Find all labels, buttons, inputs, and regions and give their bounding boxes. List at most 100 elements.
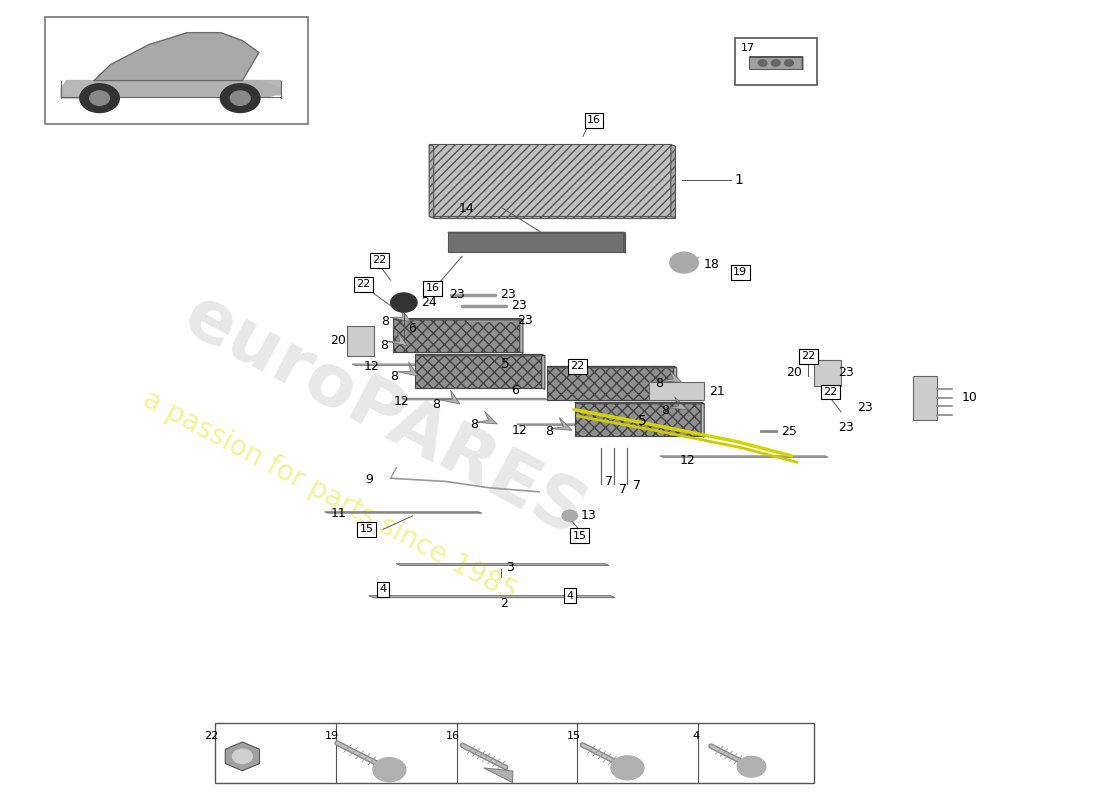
Text: 19: 19 (733, 267, 747, 278)
Polygon shape (429, 216, 675, 218)
Text: 12: 12 (363, 360, 379, 373)
FancyBboxPatch shape (214, 723, 814, 783)
Text: 7: 7 (634, 479, 641, 492)
Circle shape (390, 293, 417, 312)
Text: 6: 6 (408, 322, 416, 334)
Text: euroPARES: euroPARES (173, 281, 598, 551)
Text: 8: 8 (390, 370, 398, 382)
Circle shape (373, 758, 406, 782)
Polygon shape (389, 308, 410, 322)
Polygon shape (666, 397, 688, 410)
Polygon shape (95, 33, 258, 81)
Text: 23: 23 (500, 288, 516, 301)
Text: 11: 11 (330, 507, 346, 520)
Text: 20: 20 (786, 366, 802, 379)
Text: 7: 7 (619, 483, 627, 496)
Circle shape (220, 84, 260, 113)
Text: 6: 6 (512, 384, 519, 397)
Text: 12: 12 (680, 454, 695, 467)
Text: 22: 22 (204, 731, 218, 742)
Circle shape (80, 84, 119, 113)
Text: 2: 2 (500, 597, 508, 610)
Polygon shape (439, 390, 460, 404)
Text: 4: 4 (379, 584, 386, 594)
Text: 23: 23 (449, 288, 464, 301)
FancyBboxPatch shape (913, 376, 937, 420)
Circle shape (90, 91, 110, 106)
FancyBboxPatch shape (735, 38, 817, 85)
Text: 8: 8 (381, 339, 388, 352)
Text: 22: 22 (823, 387, 837, 397)
Text: 12: 12 (512, 424, 527, 437)
Polygon shape (397, 362, 418, 376)
Text: 8: 8 (382, 315, 389, 328)
Polygon shape (484, 768, 513, 782)
Polygon shape (226, 742, 260, 770)
Text: 12: 12 (394, 395, 409, 408)
Text: 21: 21 (710, 385, 725, 398)
Text: 25: 25 (781, 425, 796, 438)
Text: 5: 5 (500, 357, 509, 371)
Polygon shape (550, 418, 572, 430)
Text: 19: 19 (324, 731, 339, 742)
Text: 14: 14 (459, 202, 474, 215)
Text: 5: 5 (638, 414, 647, 428)
Polygon shape (673, 366, 676, 402)
Polygon shape (394, 318, 520, 352)
Text: 15: 15 (573, 530, 586, 541)
Text: 23: 23 (858, 402, 873, 414)
Polygon shape (394, 318, 522, 320)
Text: 8: 8 (656, 377, 663, 390)
Text: 23: 23 (838, 366, 854, 378)
Polygon shape (429, 145, 671, 216)
Polygon shape (520, 318, 522, 354)
Polygon shape (624, 232, 626, 253)
Text: 15: 15 (566, 731, 581, 742)
Text: 16: 16 (426, 283, 439, 293)
Polygon shape (62, 81, 280, 98)
Polygon shape (324, 512, 482, 513)
Text: 23: 23 (838, 422, 854, 434)
Polygon shape (660, 456, 828, 458)
Polygon shape (416, 354, 544, 356)
Circle shape (737, 756, 766, 777)
FancyBboxPatch shape (649, 382, 704, 400)
Polygon shape (386, 331, 407, 346)
Text: 18: 18 (704, 258, 719, 270)
Text: 8: 8 (661, 404, 669, 417)
Text: 16: 16 (446, 731, 460, 742)
Polygon shape (749, 57, 802, 70)
Polygon shape (416, 354, 542, 388)
Polygon shape (660, 370, 682, 382)
FancyBboxPatch shape (346, 326, 374, 356)
Text: 22: 22 (570, 362, 584, 371)
Text: 4: 4 (566, 590, 573, 601)
Text: 15: 15 (360, 524, 374, 534)
Text: 22: 22 (801, 351, 815, 361)
Text: 16: 16 (587, 115, 601, 126)
Polygon shape (574, 402, 704, 404)
Polygon shape (671, 145, 675, 218)
Text: 4: 4 (693, 731, 700, 742)
Polygon shape (433, 146, 675, 218)
Text: 1: 1 (735, 174, 744, 187)
Circle shape (784, 60, 793, 66)
Circle shape (670, 252, 698, 273)
Polygon shape (542, 354, 544, 390)
Text: 10: 10 (962, 391, 978, 404)
Text: 23: 23 (517, 314, 532, 326)
Text: 7: 7 (605, 475, 613, 488)
Polygon shape (352, 364, 509, 366)
Text: 8: 8 (471, 418, 478, 431)
Polygon shape (396, 564, 609, 566)
Text: 13: 13 (581, 510, 596, 522)
Text: 22: 22 (373, 255, 387, 266)
Text: a passion for parts since 1985: a passion for parts since 1985 (139, 385, 522, 606)
Polygon shape (701, 402, 704, 438)
Text: 17: 17 (741, 43, 756, 53)
Polygon shape (402, 398, 548, 400)
Polygon shape (517, 424, 652, 426)
Text: 8: 8 (546, 425, 553, 438)
Text: 3: 3 (506, 562, 514, 574)
Circle shape (610, 756, 643, 780)
